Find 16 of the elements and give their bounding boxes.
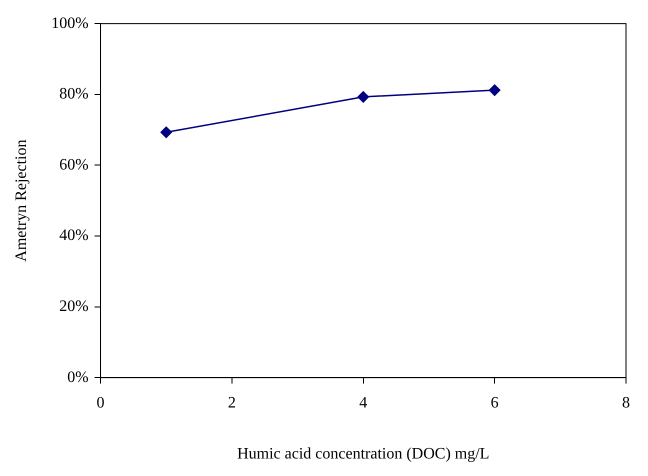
x-axis-title: Humic acid concentration (DOC) mg/L — [237, 446, 490, 463]
point — [488, 84, 500, 96]
point — [160, 126, 172, 138]
x-tick-label: 8 — [622, 394, 630, 412]
y-tick-label: 20% — [59, 298, 89, 316]
x-tick-label: 0 — [96, 394, 105, 412]
x-tick-label: 4 — [359, 394, 368, 412]
point — [358, 91, 370, 103]
x-tick-label: 6 — [490, 394, 499, 412]
y-tick-label: 100% — [51, 14, 89, 32]
y-tick-label: 0% — [67, 368, 89, 386]
y-axis-title: Ametryn Rejection — [12, 140, 30, 262]
y-tick-label: 60% — [59, 156, 89, 174]
x-tick-label: 2 — [228, 394, 236, 412]
y-tick-label: 40% — [59, 227, 89, 244]
y-tick-label: 80% — [59, 86, 89, 103]
